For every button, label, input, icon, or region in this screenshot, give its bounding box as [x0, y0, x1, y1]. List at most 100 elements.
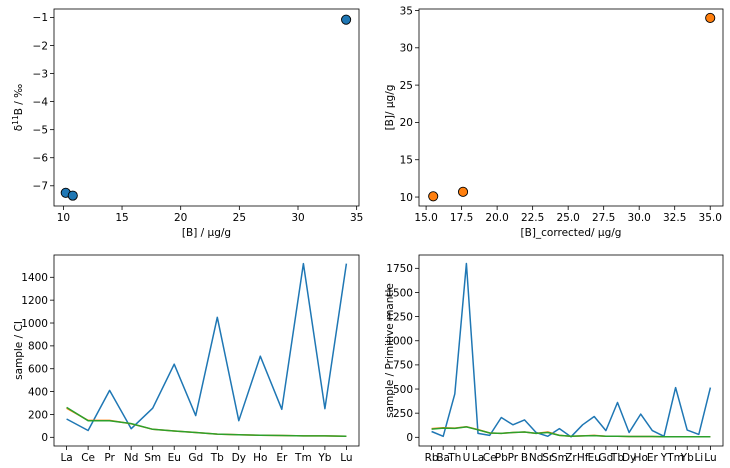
x-tick-label: Tb	[210, 452, 224, 464]
y-tick-label: −1	[33, 12, 48, 24]
y-axis-label: sample / Primitive mantle	[384, 283, 396, 418]
y-tick-label: 15	[400, 155, 413, 167]
x-tick-label: Th	[447, 452, 461, 464]
y-tick-label: 0	[406, 432, 413, 444]
x-tick-label: 20	[174, 212, 187, 224]
y-tick-label: 1500	[386, 287, 413, 299]
x-tick-label: 32.5	[663, 212, 686, 224]
x-tick-label: 10	[57, 212, 70, 224]
x-tick-label: La	[472, 452, 484, 464]
x-tick-label: Sm	[144, 452, 161, 464]
y-tick-label: −6	[33, 153, 49, 165]
x-tick-label: Hf	[577, 452, 589, 464]
x-tick-label: 20.0	[485, 212, 508, 224]
x-tick-label: 30.0	[627, 212, 650, 224]
x-tick-label: 15.0	[414, 212, 437, 224]
x-tick-label: Sr	[542, 452, 554, 464]
x-tick-label: Tm	[666, 452, 684, 464]
chart-3: 0 200 400 600 800 1000 1200 1400 La Ce Pr Nd Sm Eu Gd T…	[13, 254, 360, 464]
x-tick-label: Eu	[168, 452, 181, 464]
x-tick-label: Ce	[81, 452, 95, 464]
y-tick-label: −4	[33, 96, 49, 108]
y-tick-label: 1400	[21, 272, 48, 284]
x-tick-label: Gd	[598, 452, 613, 464]
x-tick-label: Sm	[551, 452, 568, 464]
x-tick-label: Zr	[565, 452, 577, 464]
y-tick-label: 25	[400, 80, 413, 92]
x-tick-label: La	[60, 452, 72, 464]
data-point	[428, 191, 439, 202]
x-tick-label: 22.5	[521, 212, 544, 224]
y-tick-label: 30	[400, 43, 413, 55]
y-tick-label: 1000	[386, 336, 413, 348]
x-tick-label: Gd	[188, 452, 203, 464]
y-tick-label: 1000	[21, 318, 48, 330]
series-line-1	[66, 262, 348, 432]
x-tick-label: 35	[350, 212, 363, 224]
y-tick-label: −7	[33, 181, 48, 193]
x-tick-label: Eu	[588, 452, 601, 464]
x-tick-label: Pb	[495, 452, 508, 464]
x-tick-label: 25	[233, 212, 246, 224]
x-tick-label: Tm	[294, 452, 312, 464]
x-tick-label: Yb	[680, 452, 694, 464]
x-tick-label: 27.5	[592, 212, 615, 224]
series-line-1	[431, 262, 712, 438]
x-tick-label: 25.0	[556, 212, 579, 224]
x-tick-label: Rb	[425, 452, 439, 464]
y-tick-label: −3	[33, 68, 48, 80]
x-tick-label: Nd	[124, 452, 139, 464]
x-tick-label: Dy	[232, 452, 246, 464]
x-tick-label: Y	[660, 452, 668, 464]
x-tick-label: Ho	[253, 452, 267, 464]
x-tick-label: U	[463, 452, 471, 464]
x-tick-label: Pr	[104, 452, 115, 464]
y-tick-label: 1250	[386, 311, 413, 323]
data-point	[705, 12, 716, 24]
x-tick-label: B	[521, 452, 528, 464]
x-tick-label: Yb	[317, 452, 331, 464]
x-tick-label: Ho	[634, 452, 648, 464]
y-axis-label: [B]/ μg/g	[384, 85, 396, 131]
data-point	[457, 186, 469, 197]
y-tick-label: 800	[28, 341, 48, 353]
data-point	[67, 190, 78, 201]
x-tick-label: Li	[694, 452, 703, 464]
x-tick-label: 17.5	[450, 212, 473, 224]
x-tick-label: 30	[291, 212, 304, 224]
x-tick-label: Er	[647, 452, 659, 464]
y-tick-label: −5	[33, 124, 48, 136]
y-tick-label: 500	[393, 384, 413, 396]
x-tick-label: Ce	[483, 452, 497, 464]
series-line-3	[431, 426, 711, 438]
y-tick-label: −2	[33, 40, 48, 52]
y-axis-label: sample / CI	[13, 321, 25, 380]
y-axis-label: δ11B / ‰	[11, 84, 25, 132]
x-tick-label: Er	[276, 452, 288, 464]
plot-frame	[418, 8, 724, 207]
y-tick-label: 20	[400, 117, 413, 129]
y-tick-label: 0	[41, 432, 48, 444]
y-tick-label: 400	[28, 386, 48, 398]
x-axis-label: [B] / μg/g	[182, 227, 231, 239]
x-tick-label: Nd	[529, 452, 544, 464]
data-point	[341, 14, 352, 25]
x-tick-label: Pr	[508, 452, 519, 464]
x-tick-label: Lu	[340, 452, 352, 464]
x-tick-label: Ba	[436, 452, 450, 464]
chart-2: 10 15 20 25 30 35 15.0 17.5 20.0 22.5 25.0 27.5 30.0…	[384, 5, 724, 239]
y-tick-label: 35	[400, 5, 413, 17]
x-tick-label: Lu	[704, 452, 716, 464]
y-tick-label: 600	[28, 364, 48, 376]
plot-frame	[53, 254, 360, 447]
plot-frame	[418, 254, 724, 447]
y-tick-label: 10	[400, 192, 413, 204]
chart-1: −7 −6 −5 −4 −3 −2 −1 10 15 20 25 30 35 [B] / μg/g δ11B…	[11, 8, 363, 239]
y-tick-label: 1750	[386, 263, 413, 275]
y-tick-label: 200	[28, 409, 48, 421]
x-axis-label: [B]_corrected/ μg/g	[521, 227, 622, 239]
series-line-3	[66, 406, 347, 437]
y-tick-label: 1200	[21, 295, 48, 307]
